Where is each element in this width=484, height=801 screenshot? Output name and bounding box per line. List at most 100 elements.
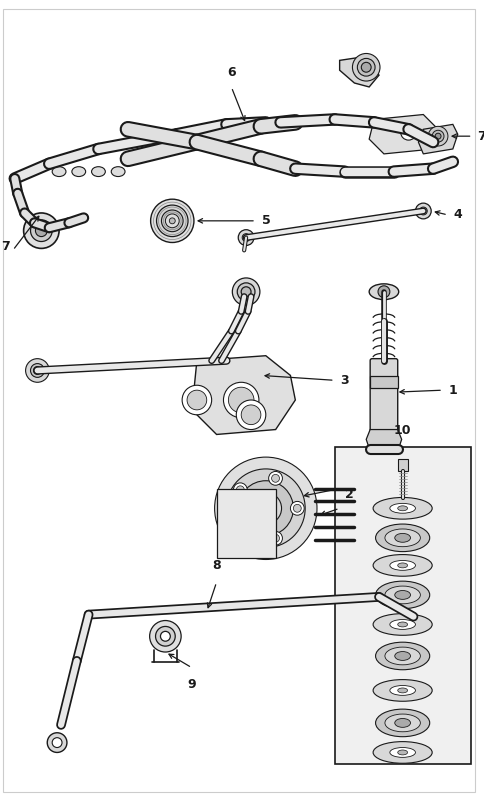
Circle shape — [378, 456, 388, 466]
Circle shape — [347, 507, 361, 521]
Circle shape — [237, 283, 255, 300]
Circle shape — [241, 287, 251, 296]
Circle shape — [347, 533, 361, 547]
Circle shape — [268, 531, 282, 545]
Circle shape — [150, 621, 181, 652]
Ellipse shape — [389, 686, 415, 695]
Text: 10: 10 — [393, 425, 410, 437]
Circle shape — [236, 400, 265, 429]
Ellipse shape — [372, 497, 431, 519]
Circle shape — [236, 523, 244, 531]
Ellipse shape — [368, 284, 398, 300]
Text: 1: 1 — [448, 384, 457, 396]
Circle shape — [165, 214, 179, 227]
Circle shape — [228, 387, 254, 413]
Ellipse shape — [52, 167, 66, 176]
Ellipse shape — [397, 622, 407, 627]
Circle shape — [352, 54, 379, 81]
Circle shape — [238, 230, 254, 245]
Ellipse shape — [384, 714, 420, 732]
Ellipse shape — [72, 167, 86, 176]
Text: 7: 7 — [1, 240, 10, 253]
Circle shape — [361, 62, 370, 72]
Circle shape — [347, 494, 361, 509]
Circle shape — [238, 481, 293, 536]
Circle shape — [427, 127, 447, 146]
Text: 2: 2 — [344, 488, 352, 501]
Circle shape — [351, 485, 357, 492]
Circle shape — [47, 733, 67, 752]
Ellipse shape — [397, 506, 407, 511]
Circle shape — [232, 278, 259, 305]
Circle shape — [347, 520, 361, 534]
Polygon shape — [368, 115, 437, 154]
Text: 3: 3 — [340, 374, 348, 387]
Circle shape — [351, 498, 357, 505]
Circle shape — [156, 205, 188, 236]
Circle shape — [187, 390, 206, 410]
Ellipse shape — [397, 750, 407, 755]
Ellipse shape — [91, 167, 105, 176]
Ellipse shape — [389, 747, 415, 758]
Circle shape — [151, 199, 194, 243]
Circle shape — [351, 524, 357, 530]
FancyBboxPatch shape — [369, 359, 397, 432]
Text: 8: 8 — [212, 559, 220, 572]
Polygon shape — [339, 58, 378, 87]
Circle shape — [223, 382, 258, 418]
Circle shape — [30, 219, 52, 242]
Circle shape — [233, 483, 247, 497]
Circle shape — [377, 286, 389, 298]
Ellipse shape — [372, 614, 431, 635]
Circle shape — [33, 367, 41, 374]
Ellipse shape — [397, 688, 407, 693]
Circle shape — [250, 493, 281, 524]
Ellipse shape — [384, 586, 420, 604]
Circle shape — [434, 133, 440, 139]
Polygon shape — [418, 124, 457, 154]
Circle shape — [400, 124, 416, 140]
Text: 7: 7 — [476, 130, 484, 143]
Circle shape — [236, 486, 244, 493]
Circle shape — [24, 213, 59, 248]
Polygon shape — [192, 356, 295, 434]
Ellipse shape — [372, 554, 431, 576]
Bar — [216, 489, 275, 557]
Text: 9: 9 — [187, 678, 196, 690]
Circle shape — [226, 469, 304, 548]
Text: 6: 6 — [227, 66, 235, 79]
Circle shape — [160, 631, 170, 641]
Ellipse shape — [394, 590, 409, 599]
Circle shape — [233, 520, 247, 533]
Circle shape — [293, 505, 301, 512]
Circle shape — [271, 474, 279, 482]
Ellipse shape — [372, 679, 431, 701]
Ellipse shape — [394, 718, 409, 727]
Circle shape — [257, 501, 273, 516]
Ellipse shape — [389, 619, 415, 630]
Circle shape — [268, 472, 282, 485]
Circle shape — [155, 626, 175, 646]
Circle shape — [182, 385, 211, 415]
Circle shape — [35, 225, 47, 236]
Ellipse shape — [397, 563, 407, 568]
Ellipse shape — [384, 529, 420, 547]
Circle shape — [351, 537, 357, 543]
Circle shape — [242, 234, 250, 242]
Polygon shape — [365, 429, 401, 451]
Ellipse shape — [111, 167, 125, 176]
Circle shape — [26, 359, 49, 382]
Circle shape — [52, 738, 62, 747]
Ellipse shape — [394, 533, 409, 542]
Text: 4: 4 — [453, 208, 462, 221]
Circle shape — [271, 534, 279, 542]
Circle shape — [169, 218, 175, 223]
Circle shape — [357, 58, 374, 76]
Bar — [369, 376, 397, 388]
Ellipse shape — [375, 642, 429, 670]
Ellipse shape — [394, 651, 409, 660]
Bar — [334, 447, 469, 764]
Circle shape — [411, 613, 429, 630]
Ellipse shape — [372, 742, 431, 763]
Circle shape — [415, 203, 430, 219]
